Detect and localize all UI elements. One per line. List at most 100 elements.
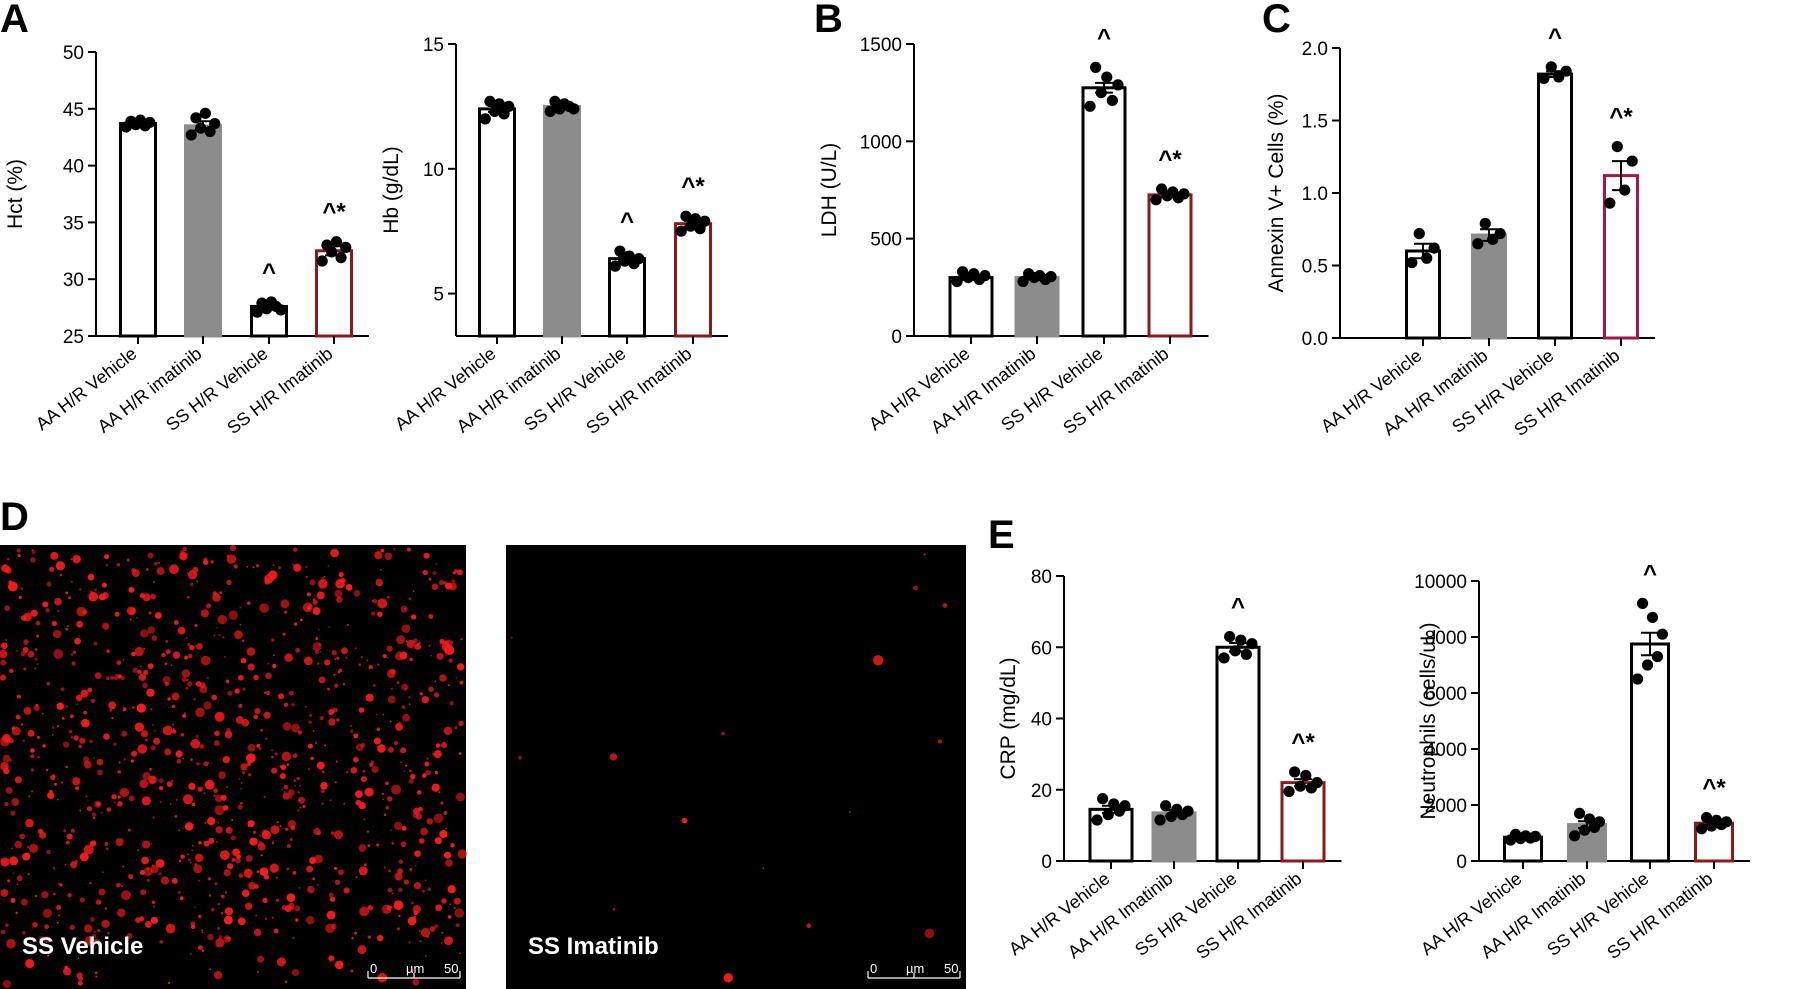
droplet — [395, 722, 404, 731]
droplet — [330, 831, 335, 835]
droplet — [762, 867, 765, 870]
droplet — [299, 806, 302, 809]
droplet — [151, 635, 158, 641]
droplet — [182, 546, 187, 552]
droplet — [444, 640, 449, 646]
droplet — [190, 921, 196, 927]
droplet — [294, 785, 296, 787]
data-point — [1229, 645, 1241, 657]
data-point — [1091, 814, 1103, 826]
droplet — [226, 786, 228, 788]
droplet — [262, 897, 268, 903]
droplet — [372, 683, 376, 687]
droplet — [360, 873, 363, 876]
data-point — [1311, 777, 1323, 789]
droplet — [286, 893, 296, 902]
droplet — [139, 870, 145, 875]
droplet — [167, 697, 171, 701]
droplet — [272, 564, 275, 567]
droplet — [449, 701, 454, 706]
droplet — [291, 723, 301, 733]
droplet — [294, 905, 301, 912]
droplet — [397, 927, 400, 931]
droplet — [367, 935, 372, 939]
droplet — [319, 650, 322, 653]
droplet — [101, 582, 107, 588]
droplet — [416, 790, 422, 795]
droplet — [72, 777, 81, 786]
droplet — [196, 761, 200, 766]
droplet — [123, 758, 126, 761]
droplet — [116, 660, 122, 666]
droplet — [173, 620, 179, 625]
data-point — [1112, 79, 1124, 91]
droplet — [19, 833, 26, 840]
droplet — [336, 718, 340, 722]
bar — [1147, 193, 1193, 338]
droplet — [11, 726, 21, 736]
droplet — [271, 749, 273, 752]
significance-marker: ^* — [1609, 104, 1633, 131]
droplet — [370, 611, 376, 616]
droplet — [400, 761, 402, 764]
droplet — [398, 721, 401, 724]
droplet — [371, 765, 379, 774]
droplet — [681, 817, 688, 824]
droplet — [441, 931, 444, 934]
y-tick-label: 80 — [1031, 567, 1052, 588]
droplet — [49, 566, 55, 572]
droplet — [444, 936, 454, 946]
droplet — [56, 725, 59, 728]
droplet — [328, 892, 334, 898]
droplet — [165, 923, 176, 934]
droplet — [113, 742, 117, 746]
y-tick-label: 2.0 — [1302, 39, 1328, 60]
droplet — [79, 737, 86, 744]
y-tick-label: 500 — [870, 230, 902, 251]
data-point — [1479, 217, 1491, 230]
droplet — [98, 888, 106, 896]
droplet — [276, 957, 286, 967]
droplet — [76, 703, 79, 706]
droplet — [440, 742, 448, 749]
data-point — [1611, 141, 1623, 153]
droplet — [79, 809, 82, 812]
droplet — [223, 915, 233, 925]
droplet — [393, 900, 404, 911]
droplet — [433, 692, 440, 698]
droplet — [358, 801, 366, 810]
droplet — [873, 655, 884, 666]
droplet — [230, 835, 236, 841]
droplet — [145, 738, 148, 742]
droplet — [295, 918, 299, 922]
droplet — [224, 656, 227, 658]
bar — [1471, 233, 1507, 340]
droplet — [443, 726, 453, 735]
droplet — [356, 743, 364, 752]
droplet — [83, 844, 94, 855]
droplet — [34, 667, 37, 670]
droplet — [229, 544, 236, 552]
droplet — [226, 554, 237, 564]
y-axis-label: Hb (g/dL) — [380, 146, 403, 234]
droplet — [331, 650, 337, 656]
droplet — [210, 560, 214, 564]
data-point — [614, 245, 626, 257]
droplet — [453, 897, 461, 905]
droplet — [146, 688, 155, 697]
droplet — [292, 547, 298, 552]
droplet — [439, 674, 447, 682]
droplet — [104, 842, 109, 846]
droplet — [376, 843, 380, 847]
droplet — [283, 790, 286, 793]
droplet — [299, 785, 301, 787]
droplet — [93, 757, 95, 759]
droplet — [116, 562, 121, 567]
droplet — [164, 681, 170, 687]
droplet — [91, 812, 97, 817]
droplet — [15, 714, 21, 720]
droplet — [212, 593, 221, 602]
droplet — [199, 744, 205, 749]
droplet — [389, 720, 392, 723]
